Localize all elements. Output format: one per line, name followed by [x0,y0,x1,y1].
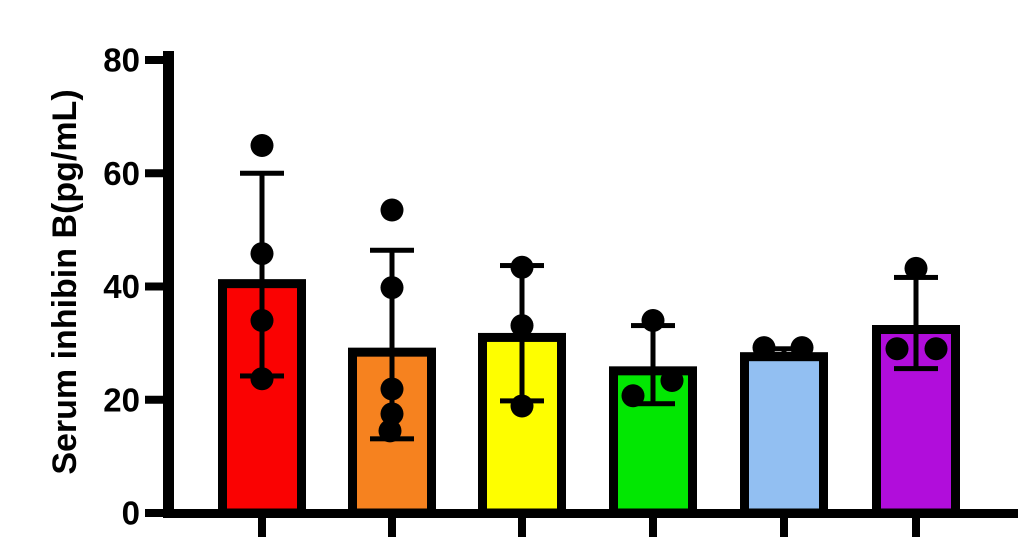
error-bar-line-group-1-red [259,173,265,376]
data-point-group-2-orange [380,276,404,300]
y-axis-tick-label: 80 [103,42,140,79]
x-axis-tick [649,518,657,537]
error-bar-cap-top-group-2-orange [370,247,414,253]
error-bar-cap-top-group-5-blue [762,346,806,352]
error-bar-line-group-4-green [650,325,656,404]
x-axis-tick [388,518,396,537]
error-bar-line-group-2-orange [389,250,395,439]
data-point-group-1-red [250,367,274,391]
data-point-group-6-purple [885,337,909,361]
data-point-group-1-red [250,134,274,158]
data-point-group-6-purple [924,337,948,361]
data-point-group-2-orange [380,198,404,222]
y-axis-line [163,51,174,518]
data-point-group-3-yellow [510,255,534,279]
error-bar-cap-top-group-1-red [240,170,284,176]
y-axis-tick-label: 0 [122,495,140,532]
y-axis-tick-label: 60 [103,155,140,192]
y-axis-tick-label: 40 [103,268,140,305]
data-point-group-2-orange [380,402,404,426]
y-axis-tick [145,395,163,404]
data-point-group-4-green [660,368,684,392]
y-axis-title: Serum inhibin B(pg/mL) [46,89,84,474]
x-axis-tick [912,518,920,537]
error-bar-cap-bottom-group-6-purple [894,366,938,372]
data-point-group-4-green [641,308,665,332]
data-point-group-1-red [250,308,274,332]
x-axis-tick [518,518,526,537]
y-axis-tick [145,509,163,517]
error-bar-cap-bottom-group-4-green [631,401,675,407]
x-axis-tick [258,518,266,537]
data-point-group-3-yellow [510,314,534,338]
data-point-group-5-blue [752,336,776,360]
error-bar-line-group-5-blue [781,348,787,355]
x-axis-line [163,509,1018,518]
data-point-group-2-orange [380,377,404,401]
data-point-group-4-green [621,384,645,408]
data-point-group-1-red [250,242,274,266]
data-point-group-6-purple [904,256,928,280]
data-point-group-3-yellow [510,394,534,418]
x-axis-tick [780,518,788,537]
data-point-group-5-blue [790,336,814,360]
y-axis-tick-label: 20 [103,381,140,418]
y-axis-tick [145,169,163,178]
y-axis-tick [145,282,163,291]
bar-group-5-blue [740,352,828,518]
y-axis-tick [145,56,163,64]
error-bar-line-group-6-purple [913,277,919,369]
error-bar-cap-bottom-group-5-blue [762,351,806,357]
data-point-group-2-orange [378,419,402,443]
